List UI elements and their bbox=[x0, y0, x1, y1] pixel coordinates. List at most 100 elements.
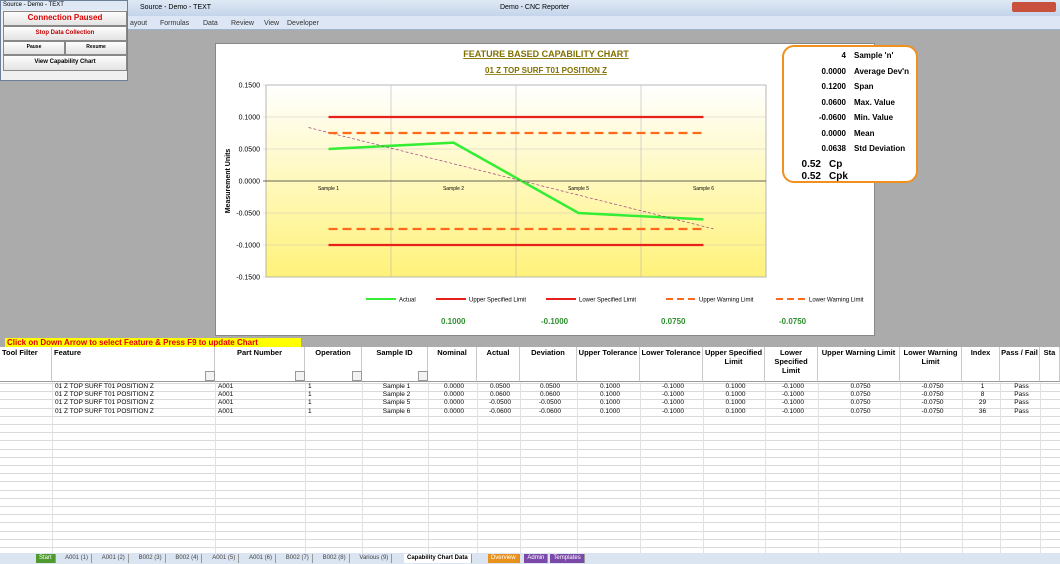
column-line bbox=[428, 382, 429, 553]
table-cell: -0.0750 bbox=[921, 399, 944, 407]
table-cell: -0.1000 bbox=[661, 383, 685, 390]
column-line bbox=[477, 382, 478, 553]
table-cell: 01 Z TOP SURF T01 POSITION Z bbox=[55, 407, 154, 415]
table-cell: -0.1000 bbox=[781, 399, 805, 407]
table-cell: -0.1000 bbox=[781, 407, 805, 415]
statistics-box: 4 Sample 'n' 0.0000 Average Dev'n 0.1200 Span… bbox=[782, 45, 918, 183]
stat-value: -0.0600 bbox=[818, 113, 846, 122]
column-header: Sample ID bbox=[362, 347, 428, 382]
column-header: Upper Tolerance bbox=[577, 347, 640, 382]
column-line bbox=[818, 382, 819, 553]
table-cell: 0.1000 bbox=[725, 391, 746, 399]
table-cell: Sample 2 bbox=[382, 391, 411, 399]
table-cell: -0.0750 bbox=[921, 391, 944, 399]
ribbon-tab[interactable]: Developer bbox=[287, 20, 319, 27]
data-table: Tool Filter Feature Part Number Operation Sa… bbox=[0, 347, 1060, 553]
capability-label: Cpk bbox=[829, 171, 848, 182]
column-line bbox=[765, 382, 766, 553]
column-line bbox=[362, 382, 363, 553]
window-controls[interactable] bbox=[1012, 2, 1056, 12]
sheet-tab[interactable]: B002 (3) bbox=[136, 554, 166, 563]
sheet-tab[interactable]: Capability Chart Data bbox=[404, 554, 472, 563]
table-cell: Sample 5 bbox=[382, 399, 411, 407]
chart-area: FEATURE BASED CAPABILITY CHART 01 Z TOP … bbox=[215, 43, 875, 336]
ribbon-tab[interactable]: Data bbox=[203, 20, 218, 27]
sheet-tab[interactable]: Various (9) bbox=[356, 554, 393, 563]
sheet-tab[interactable]: Admin bbox=[524, 554, 549, 563]
sheet-tab[interactable]: Overview bbox=[487, 554, 520, 563]
chart-title: FEATURE BASED CAPABILITY CHART bbox=[463, 49, 629, 59]
y-tick-label: 0.0000 bbox=[239, 179, 261, 186]
sheet-tab[interactable]: A001 (1) bbox=[62, 554, 93, 563]
stop-button[interactable]: Stop Data Collection bbox=[3, 26, 127, 41]
stat-label: Mean bbox=[854, 128, 875, 138]
series-line bbox=[328, 141, 704, 221]
table-cell: 0.0750 bbox=[850, 399, 871, 407]
sheet-tab[interactable]: B002 (4) bbox=[172, 554, 203, 563]
table-cell: -0.1000 bbox=[661, 391, 685, 399]
table-cell: 0.0750 bbox=[850, 383, 871, 390]
table-cell: Sample 1 bbox=[382, 383, 411, 390]
row-line bbox=[0, 497, 1060, 499]
chart: FEATURE BASED CAPABILITY CHART 01 Z TOP … bbox=[225, 49, 864, 326]
sheet-tabs: Start A001 (1) A001 (2) B002 (3) B002 (4) A00… bbox=[0, 553, 1060, 564]
connection-status[interactable]: Connection Paused bbox=[3, 11, 127, 26]
ribbon-tab[interactable]: Formulas bbox=[160, 20, 190, 27]
sheet-tab[interactable]: A001 (2) bbox=[99, 554, 129, 563]
ribbon-tab[interactable]: View bbox=[264, 20, 280, 27]
stat-label: Span bbox=[854, 82, 874, 91]
ribbon-tabs: ayout Formulas Data Review View Developer bbox=[0, 16, 1060, 30]
stat-label: Average Dev'n bbox=[854, 66, 909, 76]
table-cell: Pass bbox=[1014, 391, 1029, 399]
table-cell: 01 Z TOP SURF T01 POSITION Z bbox=[55, 383, 154, 390]
column-header: Nominal bbox=[428, 347, 477, 382]
filter-dropdown[interactable] bbox=[295, 371, 305, 381]
table-cell: A001 bbox=[218, 391, 234, 399]
row-line bbox=[0, 473, 1060, 475]
view-chart-button[interactable]: View Capability Chart bbox=[3, 55, 127, 71]
table-cell: Pass bbox=[1014, 399, 1029, 407]
y-axis-label: Measurement Units bbox=[225, 149, 232, 214]
filter-dropdown[interactable] bbox=[205, 371, 215, 381]
sheet-tab[interactable]: B002 (7) bbox=[283, 554, 313, 563]
table-cell: Sample 6 bbox=[382, 407, 411, 415]
column-line bbox=[1040, 382, 1041, 553]
table-cell: 1 bbox=[980, 383, 985, 390]
table-cell: -0.0500 bbox=[488, 399, 512, 407]
window-left-title: Source - Demo - TEXT bbox=[140, 4, 212, 11]
table-cell: 0.1000 bbox=[725, 399, 746, 407]
limit-label: -0.1000 bbox=[541, 317, 569, 326]
legend-label: Actual bbox=[399, 298, 416, 304]
stat-value: 4 bbox=[841, 51, 846, 60]
column-header: Feature bbox=[52, 347, 215, 382]
column-header: Deviation bbox=[520, 347, 577, 382]
sheet-tab[interactable]: A001 (6) bbox=[246, 554, 277, 563]
row-line bbox=[0, 456, 1060, 458]
sheet-tab[interactable]: A001 (5) bbox=[209, 554, 240, 563]
row-line bbox=[0, 489, 1060, 491]
sheet-tab[interactable]: Start bbox=[36, 554, 56, 563]
capability-value: 0.52 bbox=[801, 159, 821, 170]
row-line bbox=[0, 547, 1060, 548]
resume-button[interactable]: Resume bbox=[65, 41, 127, 55]
filter-dropdown[interactable] bbox=[418, 371, 428, 381]
sheet-tab[interactable]: Templates bbox=[550, 554, 585, 563]
column-line bbox=[900, 382, 901, 553]
column-header: Part Number bbox=[215, 347, 305, 382]
table-cell: -0.0600 bbox=[538, 407, 562, 415]
row-line bbox=[0, 506, 1060, 507]
pause-button[interactable]: Pause bbox=[3, 41, 65, 55]
ribbon-tab[interactable]: ayout bbox=[130, 20, 148, 27]
stat-label: Max. Value bbox=[854, 97, 895, 107]
column-header: Index bbox=[962, 347, 1000, 382]
table-cell: 0.1000 bbox=[600, 391, 620, 399]
sheet-tab[interactable]: B002 (8) bbox=[320, 554, 350, 563]
table-cell: 0.0000 bbox=[444, 383, 464, 390]
limit-label: 0.1000 bbox=[441, 317, 466, 326]
table-cell: 1 bbox=[308, 383, 312, 390]
legend-label: Lower Warning Limit bbox=[809, 298, 864, 304]
filter-dropdown[interactable] bbox=[352, 371, 362, 381]
ribbon-tab[interactable]: Review bbox=[231, 20, 254, 27]
x-tick-label: Sample 1 bbox=[318, 186, 339, 192]
table-cell: 0.0000 bbox=[444, 399, 464, 407]
